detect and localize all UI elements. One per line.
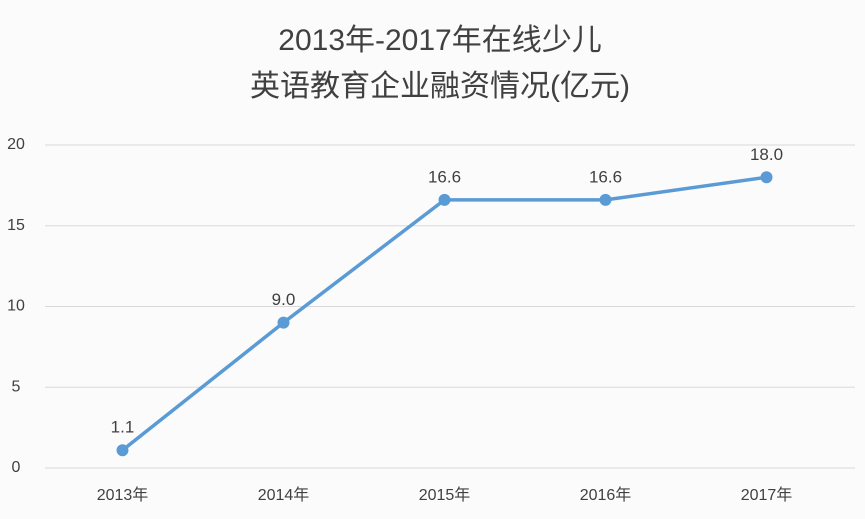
data-label: 16.6 (589, 167, 622, 186)
y-tick-label: 20 (7, 136, 25, 153)
point (116, 444, 129, 457)
data-label: 9.0 (272, 290, 296, 309)
y-tick-label: 15 (7, 217, 25, 234)
data-label: 16.6 (428, 167, 461, 186)
point (438, 193, 451, 206)
y-tick-label: 5 (12, 378, 21, 395)
data-label: 1.1 (111, 418, 135, 437)
x-tick-label: 2015年 (419, 486, 471, 504)
chart-title: 英语教育企业融资情况(亿元) (250, 70, 630, 103)
x-tick-label: 2013年 (97, 486, 149, 504)
x-tick-label: 2017年 (741, 486, 793, 504)
chart-title: 2013年-2017年在线少儿 (278, 24, 601, 57)
point (277, 316, 290, 329)
y-tick-label: 0 (12, 459, 21, 476)
data-label: 18.0 (750, 145, 783, 164)
point (599, 193, 612, 206)
x-tick-label: 2014年 (258, 486, 310, 504)
point (760, 171, 773, 184)
y-tick-label: 10 (7, 298, 25, 315)
x-tick-label: 2016年 (580, 486, 632, 504)
